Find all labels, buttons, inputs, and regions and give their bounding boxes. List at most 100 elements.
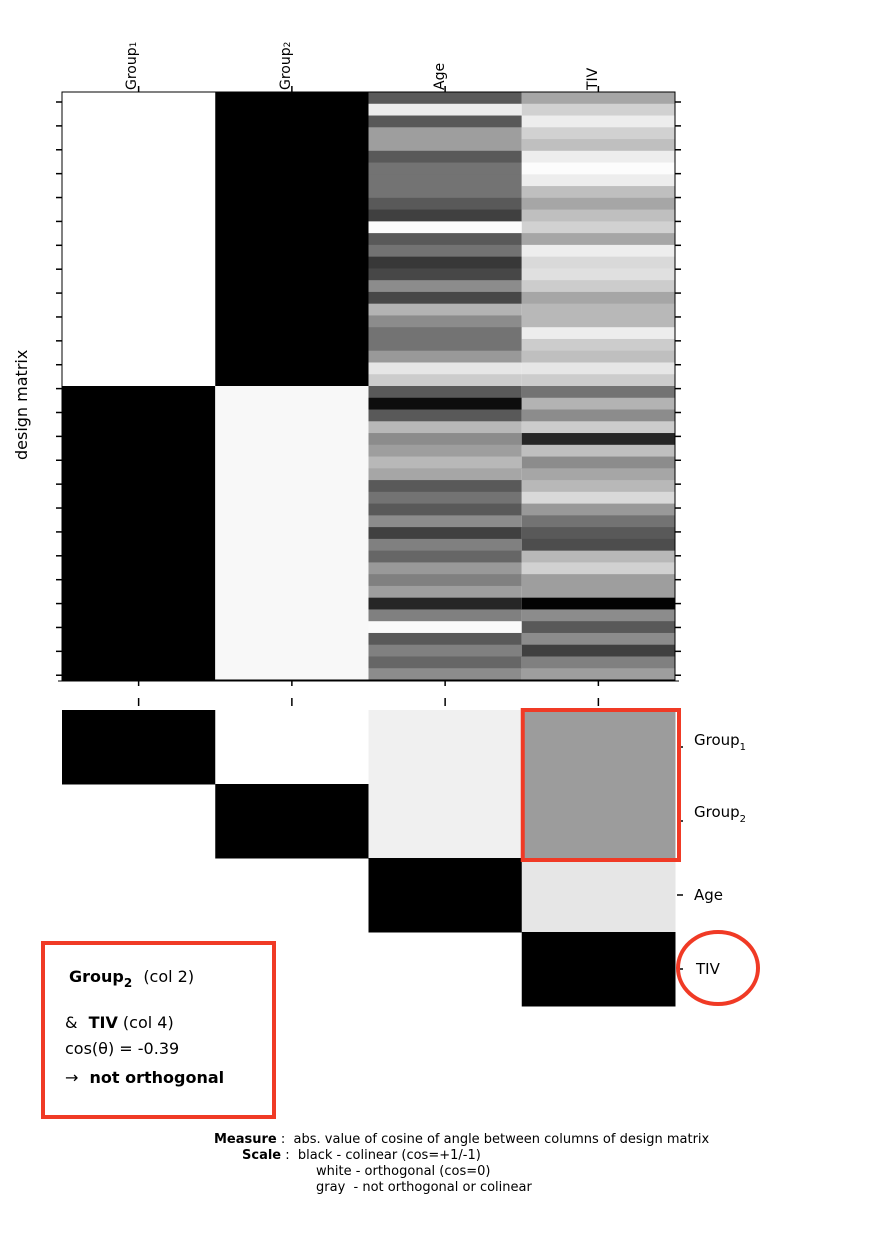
dm-tiv-cell <box>521 632 675 646</box>
dm-tiv-cell <box>521 174 675 187</box>
dm-age-cell <box>368 503 522 516</box>
dm-tiv-cell <box>521 92 675 105</box>
dm-age-cell <box>368 468 522 481</box>
orth-cell <box>368 784 523 859</box>
dm-tiv-cell <box>521 303 675 316</box>
dm-tiv-cell <box>521 268 675 281</box>
dm-tiv-cell <box>521 197 675 211</box>
dm-group1-bottom <box>62 386 216 680</box>
dm-tiv-cell <box>521 350 675 363</box>
dm-tiv-cell <box>521 621 675 634</box>
dm-tiv-cell <box>521 150 675 164</box>
dm-age-cell <box>368 609 522 622</box>
col-label-age: Age <box>432 62 448 90</box>
dm-age-cell <box>368 409 522 422</box>
dm-age-cell <box>368 491 522 505</box>
dm-age-cell <box>368 527 522 540</box>
dm-tiv-cell <box>521 468 675 481</box>
dm-age-cell <box>368 327 522 340</box>
legend-scale-row: Scale : black - colinear (cos=+1/-1) <box>242 1148 481 1163</box>
dm-age-cell <box>368 585 522 599</box>
dm-age-cell <box>368 421 522 434</box>
dm-tiv-cell <box>521 338 675 352</box>
dm-age-cell <box>368 315 522 328</box>
dm-tiv-cell <box>521 574 675 587</box>
dm-age-cell <box>368 562 522 575</box>
orth-cell <box>62 710 216 785</box>
dm-tiv-cell <box>521 503 675 516</box>
col-label-group2: Group2 <box>278 41 294 90</box>
dm-age-cell <box>368 280 522 293</box>
dm-tiv-cell <box>521 562 675 575</box>
dm-tiv-cell <box>521 397 675 411</box>
dm-tiv-cell <box>521 585 675 599</box>
dm-age-cell <box>368 480 522 493</box>
dm-age-cell <box>368 139 522 152</box>
dm-tiv-cell <box>521 527 675 540</box>
annotation-box: Group2 (col 2) & TIV (col 4) cos(θ) = -0… <box>41 941 276 1119</box>
row-label-group2: Group2 <box>694 803 747 825</box>
dm-age-cell <box>368 668 522 681</box>
tiv-highlight-circle <box>676 930 760 1006</box>
highlight-rect <box>520 708 681 862</box>
dm-tiv-cell <box>521 115 675 128</box>
dm-tiv-cell <box>521 656 675 669</box>
dm-tiv-cell <box>521 374 675 387</box>
dm-tiv-cell <box>521 186 675 199</box>
dm-age-cell <box>368 92 522 105</box>
dm-age-cell <box>368 538 522 552</box>
orth-cell <box>521 784 676 859</box>
dm-group2-top <box>215 92 369 386</box>
dm-tiv-cell <box>521 421 675 434</box>
orth-cell <box>521 710 676 785</box>
dm-age-cell <box>368 174 522 187</box>
legend-measure-row: Measure : abs. value of cosine of angle … <box>214 1132 710 1147</box>
dm-tiv-cell <box>521 491 675 505</box>
dm-tiv-cell <box>521 609 675 622</box>
dm-age-cell <box>368 550 522 563</box>
dm-age-cell <box>368 162 522 175</box>
dm-age-cell <box>368 244 522 258</box>
dm-age-cell <box>368 197 522 211</box>
dm-tiv-cell <box>521 162 675 175</box>
dm-tiv-cell <box>521 456 675 469</box>
annotation-line-3: cos(θ) = -0.39 <box>65 1039 180 1058</box>
orthogonality-matrix <box>62 710 683 1007</box>
dm-age-cell <box>368 621 522 634</box>
dm-tiv-cell <box>521 127 675 140</box>
dm-age-cell <box>368 115 522 128</box>
dm-age-cell <box>368 644 522 657</box>
dm-age-cell <box>368 574 522 587</box>
dm-age-cell <box>368 256 522 269</box>
dm-age-cell <box>368 186 522 199</box>
dm-age-cell <box>368 291 522 305</box>
dm-tiv-cell <box>521 433 675 446</box>
orth-cell <box>368 710 523 785</box>
dm-tiv-cell <box>521 386 675 399</box>
orth-cell <box>215 710 369 785</box>
dm-age-cell <box>368 444 522 458</box>
row-label-group1: Group1 <box>694 731 747 753</box>
orth-cell <box>521 932 676 1007</box>
dm-tiv-cell <box>521 256 675 269</box>
dm-tiv-cell <box>521 550 675 563</box>
dm-group2-bottom <box>215 386 369 680</box>
dm-age-cell <box>368 303 522 316</box>
dm-tiv-cell <box>521 233 675 246</box>
dm-age-cell <box>368 362 522 375</box>
dm-tiv-cell <box>521 209 675 222</box>
orth-cell <box>215 784 369 859</box>
dm-tiv-cell <box>521 668 675 681</box>
dm-age-cell <box>368 268 522 281</box>
col-label-group1: Group1 <box>124 41 140 90</box>
dm-age-cell <box>368 338 522 352</box>
dm-tiv-cell <box>521 644 675 657</box>
dm-age-cell <box>368 374 522 387</box>
annotation-line-1: Group2 (col 2) <box>69 967 195 990</box>
design-matrix-heatmap <box>61 91 676 681</box>
dm-tiv-cell <box>521 409 675 422</box>
dm-tiv-cell <box>521 103 675 117</box>
dm-frame <box>61 91 676 681</box>
dm-age-cell <box>368 150 522 164</box>
